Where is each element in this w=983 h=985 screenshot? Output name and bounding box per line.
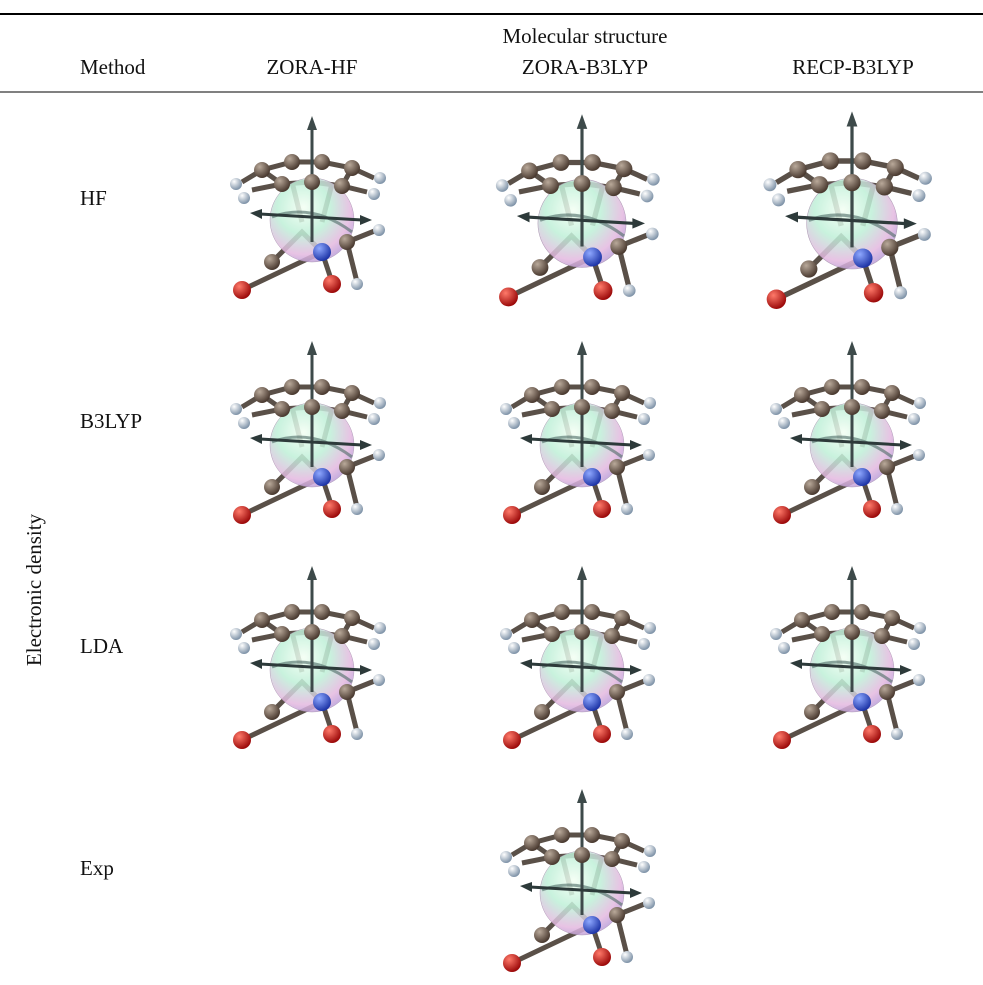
row-label: LDA [80, 634, 124, 658]
molecule-image [770, 341, 926, 524]
molecule-image [500, 566, 656, 749]
column-header: RECP-B3LYP [792, 55, 914, 79]
column-header: ZORA-HF [266, 55, 357, 79]
column-header: Method [80, 55, 146, 79]
table-figure: Molecular structure Method ZORA-HF ZORA-… [0, 0, 983, 985]
molecule-image [500, 789, 656, 972]
molecule-image [230, 566, 386, 749]
molecule-image [500, 341, 656, 524]
group-header: Molecular structure [502, 24, 667, 48]
row-group-label: Electronic density [22, 513, 46, 666]
row-label: HF [80, 186, 107, 210]
row-label: Exp [80, 856, 114, 880]
molecule-image [763, 111, 931, 309]
molecule-image [230, 341, 386, 524]
molecule-image [770, 566, 926, 749]
column-header: ZORA-B3LYP [522, 55, 648, 79]
molecule-image [230, 116, 386, 299]
row-label: B3LYP [80, 409, 142, 433]
molecule-image [496, 114, 660, 306]
